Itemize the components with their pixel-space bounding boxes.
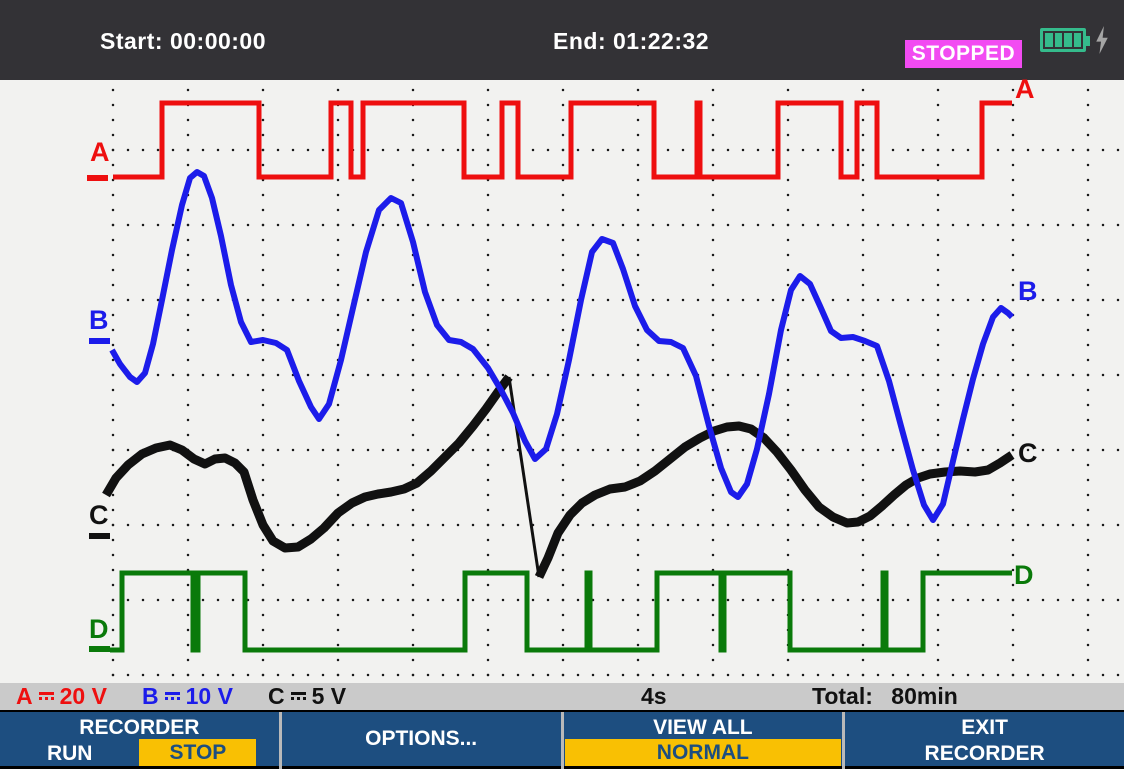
timebase-readout: 4s <box>641 683 667 709</box>
graticule-grid <box>104 80 1124 683</box>
channel-C-ground-marker <box>89 533 110 539</box>
channel-A-ground-marker <box>87 175 108 181</box>
recorder-run-stop-section: RECORDER RUN STOP <box>0 712 279 769</box>
channel-C-left-label: C <box>89 500 109 530</box>
dc-coupling-icon <box>38 691 54 704</box>
exit-recorder-section: EXIT RECORDER <box>845 712 1124 769</box>
trace-A <box>113 100 1012 180</box>
recorder-section-title: RECORDER <box>79 716 200 739</box>
trace-D <box>110 570 1012 653</box>
normal-button[interactable]: NORMAL <box>564 739 842 766</box>
options-button[interactable]: OPTIONS... <box>365 727 478 750</box>
channel-B-left-label: B <box>89 305 109 335</box>
channel-D-right-label: D <box>1014 560 1034 590</box>
recording-status-badge: STOPPED <box>905 40 1022 68</box>
trace-C2 <box>534 421 1015 579</box>
view-mode-section: VIEW ALL NORMAL <box>563 712 843 769</box>
channel-A-left-label: A <box>90 137 110 167</box>
channel-B-scale-readout: B 10 V <box>142 683 233 709</box>
run-button[interactable]: RUN <box>46 742 93 765</box>
top-status-bar: Start: 00:00:00 End: 01:22:32 STOPPED <box>0 0 1124 80</box>
channel-D-ground-marker <box>89 646 110 652</box>
dc-coupling-icon <box>164 691 180 704</box>
trace-C-drop <box>507 376 541 578</box>
trace-C <box>102 374 513 553</box>
channel-B-right-label: B <box>1018 276 1038 306</box>
exit-recorder-button-line1[interactable]: EXIT <box>961 716 1008 739</box>
charging-bolt-icon <box>1096 26 1108 54</box>
channel-C-right-label: C <box>1018 438 1038 468</box>
softkey-menu: RECORDER RUN STOP OPTIONS... VIEW ALL NO… <box>0 710 1124 769</box>
exit-recorder-button-line2[interactable]: RECORDER <box>924 742 1045 765</box>
waveform-display: A A B B C C D D <box>0 74 1124 683</box>
trace-B <box>109 169 1015 523</box>
recording-start-time: Start: 00:00:00 <box>100 28 267 54</box>
channel-D-left-label: D <box>89 614 109 644</box>
trace-plot <box>102 100 1015 653</box>
dc-coupling-icon <box>290 691 306 704</box>
stop-button[interactable]: STOP <box>139 739 257 766</box>
channel-A-right-label: A <box>1015 74 1035 104</box>
recording-end-time: End: 01:22:32 <box>553 28 710 54</box>
battery-icon <box>1040 28 1090 52</box>
channel-B-ground-marker <box>89 338 110 344</box>
channel-A-scale-readout: A 20 V <box>16 683 107 709</box>
options-section: OPTIONS... <box>281 712 561 769</box>
total-duration-readout: Total: 80min <box>812 683 958 709</box>
view-all-button[interactable]: VIEW ALL <box>653 716 753 739</box>
